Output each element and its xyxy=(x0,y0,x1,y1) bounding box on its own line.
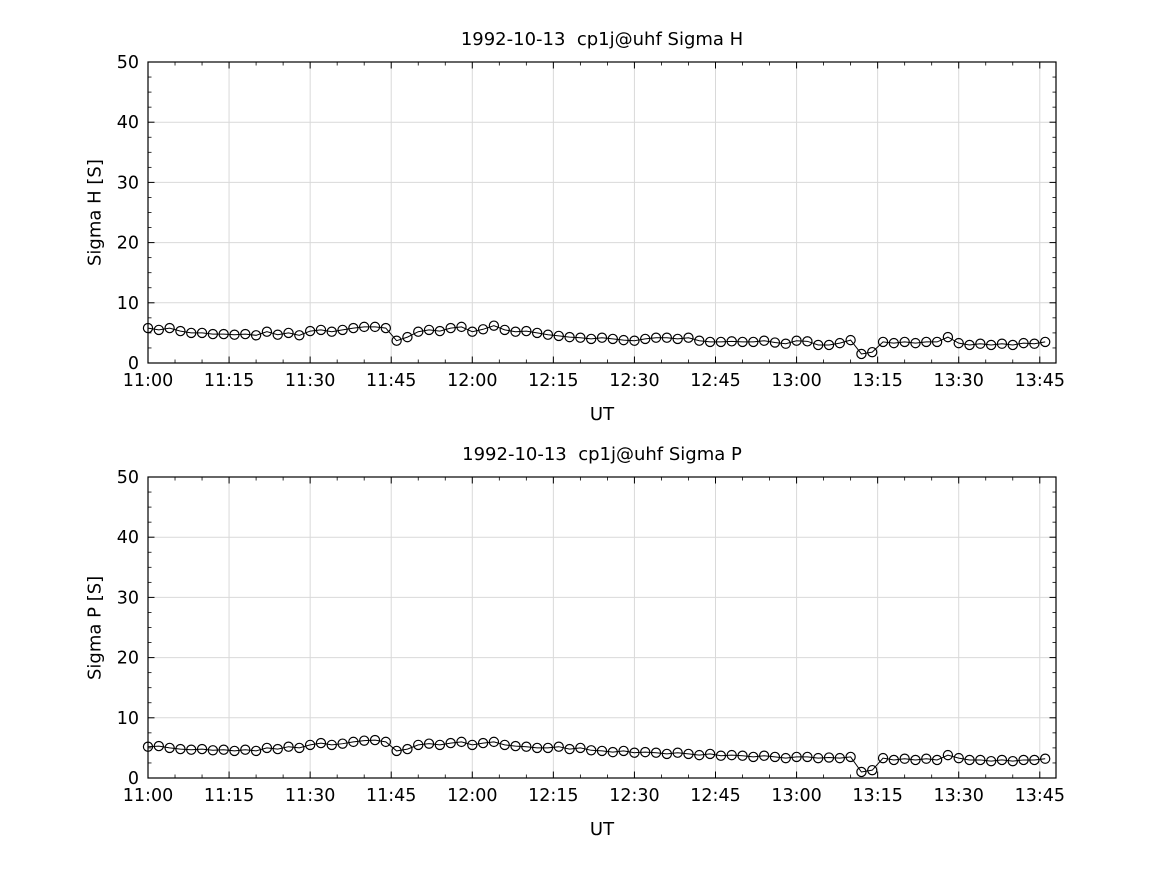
svg-text:10: 10 xyxy=(117,294,139,314)
x-tick-labels: 11:00 11:15 11:30 11:45 12:00 12:15 12:30 12:45… xyxy=(123,786,1065,806)
svg-text:13:45: 13:45 xyxy=(1015,786,1065,806)
svg-text:20: 20 xyxy=(117,234,139,254)
svg-text:11:00: 11:00 xyxy=(123,786,173,806)
axes-box xyxy=(147,61,1057,364)
sigma-h-title: 1992-10-13 cp1j@uhf Sigma H xyxy=(460,29,744,50)
svg-text:12:00: 12:00 xyxy=(447,371,497,391)
svg-text:40: 40 xyxy=(117,113,139,133)
svg-text:13:00: 13:00 xyxy=(771,371,821,391)
sigma-p-title: 1992-10-13 cp1j@uhf Sigma P xyxy=(462,444,742,465)
svg-text:12:45: 12:45 xyxy=(690,371,740,391)
svg-text:30: 30 xyxy=(117,173,139,193)
svg-text:10: 10 xyxy=(117,709,139,729)
sigma-h-xlabel: UT xyxy=(589,404,615,425)
svg-text:12:45: 12:45 xyxy=(690,786,740,806)
y-tick-labels: 0 10 20 30 40 50 xyxy=(117,53,139,374)
data-markers xyxy=(142,734,1051,778)
sigma-p-xlabel: UT xyxy=(589,819,615,840)
sigma-p-figure: 1992-10-13 cp1j@uhf Sigma P Sigma P [S] … xyxy=(0,415,1167,852)
svg-text:13:45: 13:45 xyxy=(1015,371,1065,391)
svg-text:12:15: 12:15 xyxy=(528,371,578,391)
grid-lines xyxy=(147,476,1056,779)
svg-text:13:15: 13:15 xyxy=(852,786,902,806)
svg-text:13:15: 13:15 xyxy=(852,371,902,391)
svg-text:30: 30 xyxy=(117,588,139,608)
svg-text:40: 40 xyxy=(117,528,139,548)
data-line xyxy=(147,739,1046,773)
svg-text:11:15: 11:15 xyxy=(204,786,254,806)
svg-text:12:30: 12:30 xyxy=(609,371,659,391)
svg-text:11:00: 11:00 xyxy=(123,371,173,391)
svg-text:11:30: 11:30 xyxy=(285,371,335,391)
svg-text:0: 0 xyxy=(128,354,139,374)
svg-text:11:45: 11:45 xyxy=(366,371,416,391)
svg-text:13:30: 13:30 xyxy=(933,371,983,391)
svg-text:0: 0 xyxy=(128,769,139,789)
data-line xyxy=(147,325,1046,355)
svg-text:13:00: 13:00 xyxy=(771,786,821,806)
sigma-h-figure: 1992-10-13 cp1j@uhf Sigma H Sigma H [S] … xyxy=(0,0,1167,437)
minor-ticks xyxy=(148,477,1056,778)
axes-box xyxy=(147,476,1057,779)
major-ticks xyxy=(147,61,1056,364)
data-markers xyxy=(142,320,1051,360)
major-ticks xyxy=(147,476,1056,779)
svg-text:50: 50 xyxy=(117,468,139,488)
minor-ticks xyxy=(148,62,1056,363)
svg-text:50: 50 xyxy=(117,53,139,73)
svg-text:12:30: 12:30 xyxy=(609,786,659,806)
y-tick-labels: 0 10 20 30 40 50 xyxy=(117,468,139,789)
svg-text:11:45: 11:45 xyxy=(366,786,416,806)
grid-lines xyxy=(147,61,1056,364)
x-tick-labels: 11:00 11:15 11:30 11:45 12:00 12:15 12:30 12:45… xyxy=(123,371,1065,391)
svg-text:12:15: 12:15 xyxy=(528,786,578,806)
svg-text:20: 20 xyxy=(117,649,139,669)
sigma-p-plot: 11:00 11:15 11:30 11:45 12:00 12:15 12:30 12:45… xyxy=(117,468,1065,806)
svg-text:11:30: 11:30 xyxy=(285,786,335,806)
svg-text:13:30: 13:30 xyxy=(933,786,983,806)
svg-text:12:00: 12:00 xyxy=(447,786,497,806)
sigma-h-plot: 11:00 11:15 11:30 11:45 12:00 12:15 12:30 12:45… xyxy=(117,53,1065,391)
svg-text:11:15: 11:15 xyxy=(204,371,254,391)
